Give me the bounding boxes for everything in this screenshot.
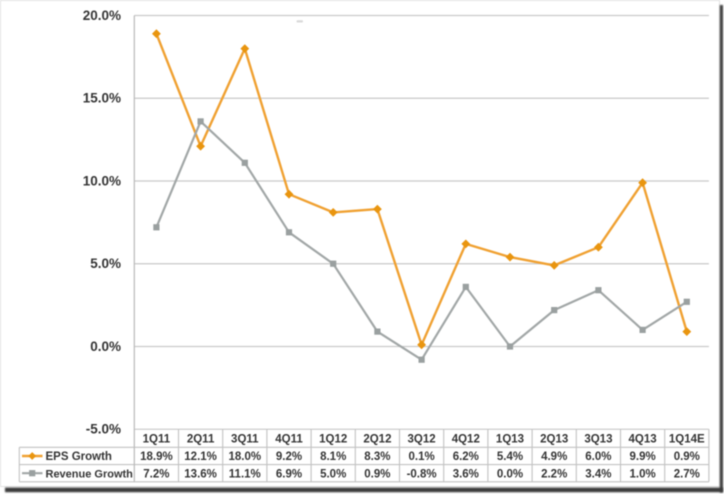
svg-text:3.4%: 3.4% — [585, 468, 611, 480]
svg-text:Revenue Growth: Revenue Growth — [46, 468, 134, 480]
svg-text:2.7%: 2.7% — [674, 468, 700, 480]
svg-text:9.9%: 9.9% — [629, 451, 655, 463]
svg-text:2.2%: 2.2% — [541, 468, 567, 480]
svg-text:8.3%: 8.3% — [364, 451, 390, 463]
svg-text:13.6%: 13.6% — [184, 468, 217, 480]
svg-text:11.1%: 11.1% — [229, 468, 261, 480]
svg-text:1.0%: 1.0% — [629, 468, 655, 480]
svg-text:2Q12: 2Q12 — [363, 434, 391, 446]
svg-text:0.0%: 0.0% — [90, 339, 121, 354]
svg-text:6.0%: 6.0% — [585, 451, 611, 463]
svg-text:0.9%: 0.9% — [364, 468, 390, 480]
svg-text:0.0%: 0.0% — [497, 468, 523, 480]
svg-text:1Q11: 1Q11 — [143, 434, 171, 446]
svg-text:15.0%: 15.0% — [83, 91, 121, 106]
svg-text:2Q11: 2Q11 — [187, 434, 215, 446]
svg-text:6.9%: 6.9% — [276, 468, 302, 480]
svg-text:18.9%: 18.9% — [140, 451, 173, 463]
svg-text:6.2%: 6.2% — [453, 451, 479, 463]
svg-text:-5.0%: -5.0% — [86, 422, 121, 437]
svg-text:8.1%: 8.1% — [320, 451, 346, 463]
svg-text:20.0%: 20.0% — [83, 8, 121, 23]
svg-text:3.6%: 3.6% — [453, 468, 479, 480]
svg-text:5.4%: 5.4% — [497, 451, 523, 463]
svg-text:4Q13: 4Q13 — [629, 434, 657, 446]
svg-text:3Q11: 3Q11 — [231, 434, 259, 446]
svg-text:5.0%: 5.0% — [90, 256, 121, 271]
svg-text:3Q12: 3Q12 — [408, 434, 436, 446]
svg-text:10.0%: 10.0% — [83, 173, 121, 188]
svg-text:4Q12: 4Q12 — [452, 434, 480, 446]
svg-text:5.0%: 5.0% — [320, 468, 346, 480]
svg-text:9.2%: 9.2% — [276, 451, 302, 463]
svg-text:1Q14E: 1Q14E — [669, 434, 705, 446]
svg-text:0.9%: 0.9% — [674, 451, 700, 463]
svg-text:1Q12: 1Q12 — [319, 434, 347, 446]
svg-text:2Q13: 2Q13 — [540, 434, 568, 446]
svg-text:7.2%: 7.2% — [143, 468, 169, 480]
svg-text:3Q13: 3Q13 — [584, 434, 612, 446]
svg-text:-0.8%: -0.8% — [407, 468, 437, 480]
svg-text:18.0%: 18.0% — [228, 451, 261, 463]
svg-text:12.1%: 12.1% — [184, 451, 217, 463]
svg-text:1Q13: 1Q13 — [496, 434, 524, 446]
svg-text:4Q11: 4Q11 — [275, 434, 303, 446]
svg-text:4.9%: 4.9% — [541, 451, 567, 463]
svg-text:EPS Growth: EPS Growth — [46, 451, 112, 463]
svg-text:0.1%: 0.1% — [408, 451, 434, 463]
